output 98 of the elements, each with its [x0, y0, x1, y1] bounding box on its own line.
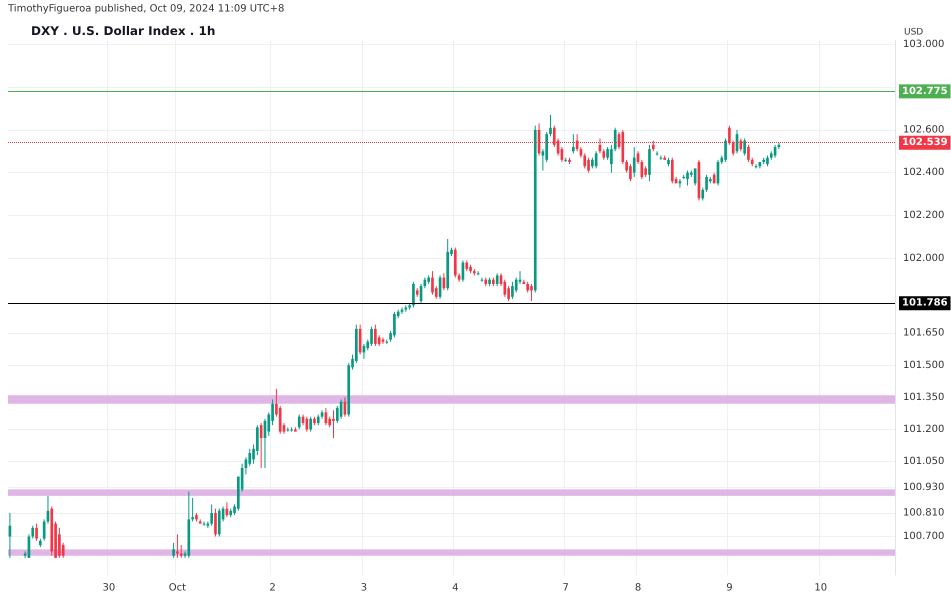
candlestick: [587, 157, 590, 174]
candlestick: [374, 324, 377, 347]
candlestick: [712, 172, 716, 184]
y-tick-label: 100.810: [903, 507, 944, 518]
x-tick-label: 10: [814, 582, 828, 594]
candlestick: [774, 144, 776, 158]
candlestick: [572, 134, 575, 154]
candlestick: [549, 114, 552, 137]
x-tick-label: 30: [102, 582, 116, 594]
candlestick: [591, 157, 594, 169]
candlestick: [278, 405, 282, 434]
candlestick: [393, 311, 396, 338]
candlestick: [724, 138, 727, 162]
candlestick: [629, 164, 632, 182]
candlestick: [412, 281, 415, 308]
text: TimothyFigueroa published, Oct 09, 2024 11:09 UTC+8: [7, 4, 284, 14]
y-tick-label: 102.400: [903, 167, 944, 178]
y-tick-label: 102.200: [903, 210, 944, 221]
candlestick: [594, 150, 598, 169]
candlestick: [35, 523, 38, 542]
y-tick-label: 101.500: [903, 360, 944, 371]
candlestick: [358, 324, 362, 356]
candlestick: [214, 508, 217, 537]
candlestick: [316, 414, 320, 426]
candlestick: [511, 281, 514, 300]
candlestick: [442, 272, 446, 291]
ref-line-label: 102.539: [902, 137, 948, 148]
candlestick: [465, 260, 468, 272]
y-tick-label: 101.050: [903, 456, 944, 468]
candlestick: [514, 277, 518, 294]
y-tick-label: 100.700: [903, 530, 944, 542]
candlestick: [370, 326, 373, 347]
x-tick-label: 2: [269, 582, 276, 594]
candlestick: [610, 144, 613, 174]
candlestick: [438, 274, 442, 300]
candlestick: [256, 424, 259, 456]
candlestick: [526, 281, 529, 294]
y-tick-label: 101.650: [903, 328, 944, 339]
candlestick: [302, 414, 304, 426]
candlestick: [743, 138, 746, 156]
candlestick: [530, 283, 533, 302]
candlestick: [336, 405, 339, 424]
y-tick-label: 102.600: [903, 124, 944, 136]
candlestick: [670, 157, 674, 184]
candlestick: [306, 416, 308, 432]
candlestick: [191, 497, 194, 522]
candlestick: [766, 155, 769, 167]
candlestick: [716, 159, 720, 186]
candlestick: [424, 277, 426, 289]
candlestick: [640, 159, 644, 180]
candlestick: [218, 508, 221, 537]
candlestick: [344, 396, 346, 418]
candlestick: [636, 150, 640, 165]
candlestick: [462, 260, 464, 282]
candlestick: [8, 512, 12, 558]
candlestick: [309, 416, 312, 432]
y-tick-label: 101.200: [903, 424, 944, 435]
candlestick: [694, 168, 696, 186]
candlestick: [632, 146, 636, 178]
candlestick: [340, 399, 342, 420]
candlestick: [332, 410, 335, 439]
y-tick-label: 100.930: [903, 482, 944, 493]
candlestick: [503, 279, 506, 298]
y-tick-label: 103.000: [903, 38, 944, 50]
x-tick-label: 7: [562, 582, 569, 594]
y-tick-label: 102.000: [903, 252, 944, 264]
candlestick: [58, 527, 61, 558]
candlestick: [736, 129, 738, 154]
ref-line-label: 101.786: [902, 298, 948, 309]
x-tick-label: 9: [726, 582, 733, 594]
x-tick-label: Oct: [168, 582, 186, 594]
candlestick: [431, 270, 434, 296]
candlestick: [507, 286, 510, 302]
candlestick: [324, 408, 328, 426]
candlestick: [362, 343, 366, 360]
candlestick: [420, 283, 422, 304]
candlestick: [644, 166, 647, 178]
candlestick: [496, 272, 499, 287]
candlestick: [226, 502, 228, 518]
x-tick-label: 8: [634, 582, 642, 594]
y-axis-title: USD: [904, 28, 924, 38]
candlestick: [42, 518, 46, 542]
chart-title: DXY . U.S. Dollar Index . 1h: [31, 24, 216, 38]
candlestick: [686, 170, 689, 186]
ref-line-label: 102.775: [902, 86, 948, 97]
candlestick: [210, 504, 213, 526]
candlestick: [747, 144, 750, 162]
x-tick-label: 4: [452, 582, 458, 594]
candlestick: [46, 495, 50, 524]
y-tick-label: 101.350: [903, 392, 944, 403]
candlestick: [264, 418, 266, 468]
candlestick: [298, 414, 301, 430]
candlestick: [606, 146, 609, 160]
candlestick: [260, 422, 262, 468]
candlestick: [614, 127, 617, 152]
candlestick: [583, 152, 586, 169]
x-tick-label: 3: [360, 582, 368, 594]
candlestick: [248, 448, 252, 466]
